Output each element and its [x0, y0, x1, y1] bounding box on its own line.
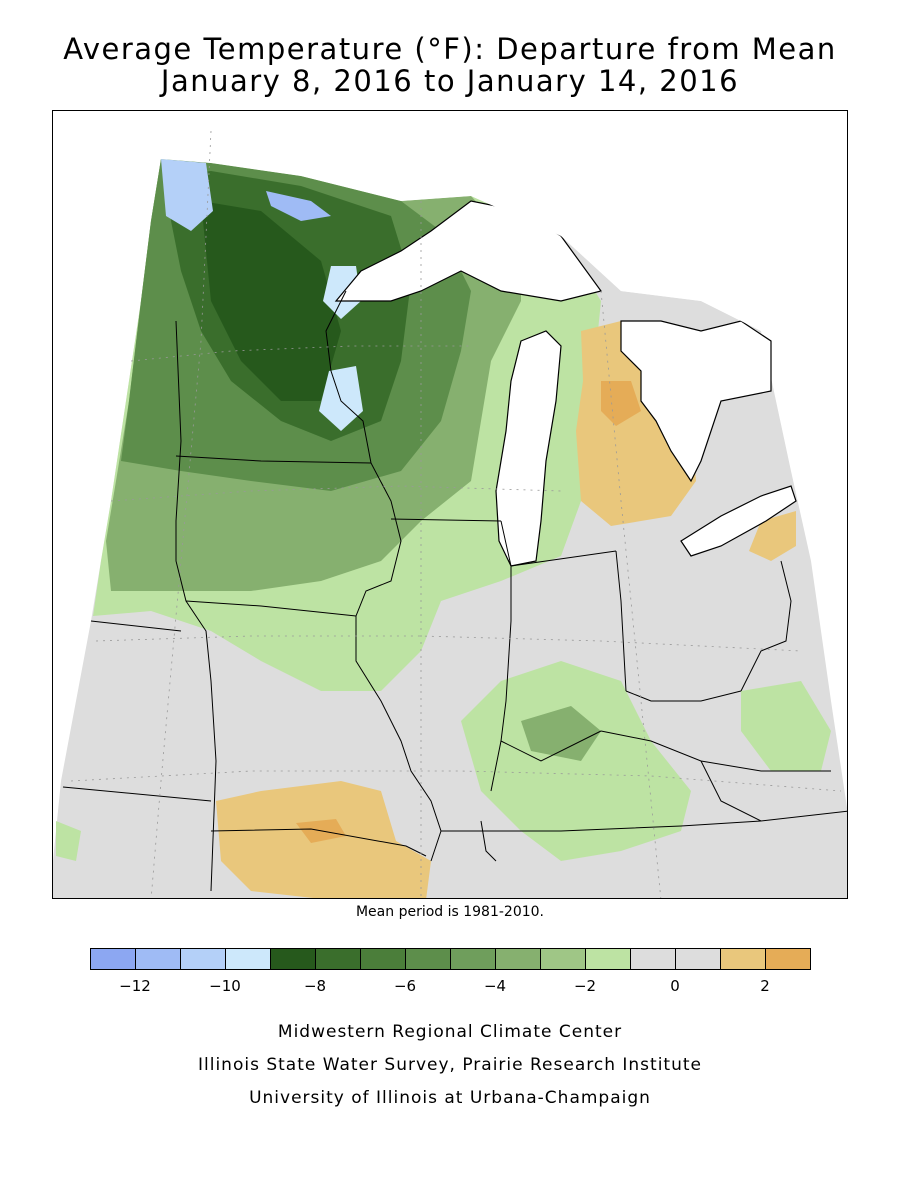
- color-legend: [90, 948, 811, 970]
- graticule: [70, 130, 842, 898]
- credit-line-1: Midwestern Regional Climate Center: [277, 1022, 623, 1042]
- region-blue-center-2: [319, 366, 363, 431]
- map-title-line-2: January 8, 2016 to January 14, 2016: [160, 64, 740, 98]
- legend-swatch: [720, 948, 766, 970]
- legend-tick-label: 2: [760, 977, 770, 995]
- map-title-line-1: Average Temperature (°F): Departure from…: [63, 32, 837, 66]
- legend-swatch: [180, 948, 226, 970]
- legend-tick-label: −8: [303, 977, 327, 995]
- legend-swatch: [135, 948, 181, 970]
- legend-tick-label: −2: [573, 977, 597, 995]
- lake-erie: [680, 485, 797, 557]
- region-mid-green-south: [521, 706, 601, 761]
- region-light-green-south: [461, 661, 691, 861]
- lake-michigan: [495, 330, 562, 567]
- lake-huron: [620, 320, 772, 483]
- mean-period-note: Mean period is 1981-2010.: [355, 904, 545, 920]
- region-blue-center: [323, 266, 361, 319]
- legend-swatch: [450, 948, 496, 970]
- northern-land-white: [161, 121, 847, 331]
- legend-swatch: [540, 948, 586, 970]
- credit-line-2: Illinois State Water Survey, Prairie Res…: [198, 1055, 702, 1075]
- credit-line-3: University of Illinois at Urbana-Champai…: [249, 1088, 651, 1108]
- legend-swatch: [270, 948, 316, 970]
- legend-swatch: [630, 948, 676, 970]
- region-light-green-sw: [56, 821, 81, 861]
- legend-swatch: [360, 948, 406, 970]
- legend-swatch: [495, 948, 541, 970]
- region-blue-nw: [161, 159, 213, 231]
- state-boundaries: [62, 290, 847, 892]
- temperature-departure-map: [53, 121, 847, 898]
- legend-swatch: [90, 948, 136, 970]
- map-frame: [52, 110, 848, 899]
- legend-swatch: [675, 948, 721, 970]
- legend-swatch: [405, 948, 451, 970]
- region-blue-north: [266, 191, 331, 221]
- legend-tick-label: 0: [670, 977, 680, 995]
- legend-tick-label: −4: [483, 977, 507, 995]
- legend-swatch: [225, 948, 271, 970]
- legend-swatch: [315, 948, 361, 970]
- legend-swatch: [765, 948, 811, 970]
- legend-tick-label: −6: [393, 977, 417, 995]
- region-orange-michigan-core: [601, 381, 641, 426]
- legend-tick-label: −12: [119, 977, 151, 995]
- region-light-green-east: [741, 681, 831, 771]
- legend-tick-label: −10: [209, 977, 241, 995]
- legend-swatch: [585, 948, 631, 970]
